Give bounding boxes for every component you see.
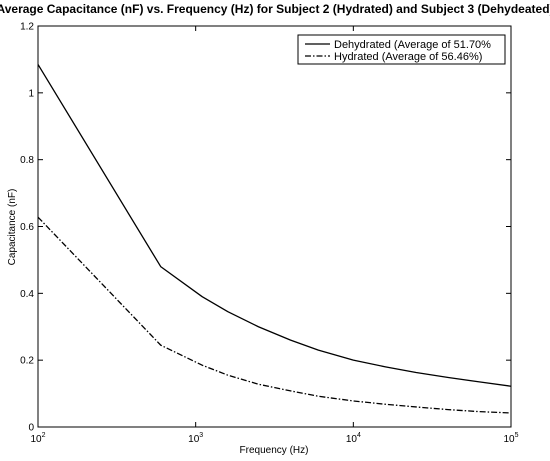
x-tick-label: 104	[346, 432, 361, 445]
x-axis-label: Frequency (Hz)	[240, 445, 309, 456]
series-line-hydrated	[37, 216, 512, 414]
series-line-dehydrated	[37, 64, 512, 387]
plot-area	[37, 25, 512, 428]
y-axis-label: Capacitance (nF)	[7, 189, 18, 266]
x-tick-exponent: 4	[357, 432, 361, 439]
legend: Dehydrated (Average of 51.70% Hydrated (…	[297, 34, 506, 65]
y-tick-label: 0	[28, 423, 34, 434]
x-tick-base: 10	[503, 434, 515, 445]
x-tick-exponent: 5	[515, 432, 519, 439]
legend-box	[297, 34, 506, 65]
legend-label-hydrated: Hydrated (Average of 56.46%)	[334, 51, 482, 63]
chart-title: Average Capacitance (nF) vs. Frequency (…	[0, 2, 550, 16]
y-axis-ticks: 0 0.2 0.4 0.6 0.8 1 1.2	[20, 22, 511, 434]
y-tick-label: 0.4	[20, 289, 34, 300]
x-tick-base: 10	[188, 434, 200, 445]
x-tick-label: 105	[503, 432, 518, 445]
series-lines	[37, 64, 512, 414]
legend-label-dehydrated: Dehydrated (Average of 51.70%	[334, 39, 491, 51]
y-tick-label: 0.6	[20, 222, 34, 233]
y-tick-label: 0.8	[20, 155, 34, 166]
x-tick-label: 102	[30, 432, 45, 445]
x-tick-exponent: 3	[199, 432, 203, 439]
x-tick-label: 103	[188, 432, 203, 445]
x-axis-ticks: 102 103 104 105	[30, 26, 519, 445]
y-tick-label: 0.2	[20, 356, 34, 367]
y-tick-label: 1	[28, 88, 34, 99]
y-tick-label: 1.2	[20, 22, 34, 33]
x-tick-base: 10	[30, 434, 42, 445]
x-tick-exponent: 2	[42, 432, 46, 439]
x-tick-base: 10	[346, 434, 358, 445]
